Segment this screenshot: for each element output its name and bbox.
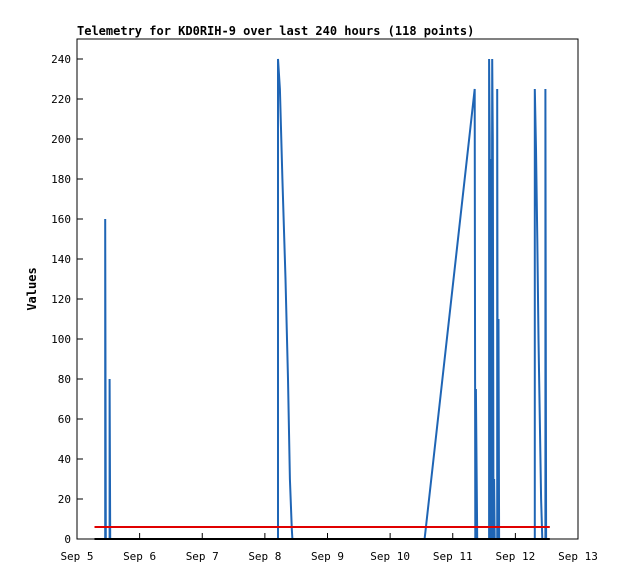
y-tick-label: 240 (51, 53, 71, 66)
y-tick-label: 140 (51, 253, 71, 266)
y-tick-label: 160 (51, 213, 71, 226)
y-tick-label: 180 (51, 173, 71, 186)
x-axis: Sep 5 Sep 6 Sep 7 Sep 8 Sep 9 Sep 10 Sep 11 Sep… (60, 533, 598, 563)
x-tick-label: Sep 13 (558, 550, 598, 563)
series-line-0 (94, 58, 548, 540)
y-tick-label: 100 (51, 333, 71, 346)
y-tick-label: 220 (51, 93, 71, 106)
y-tick-label: 0 (64, 533, 71, 546)
x-tick-label: Sep 6 (123, 550, 156, 563)
y-tick-label: 120 (51, 293, 71, 306)
y-tick-label: 20 (58, 493, 71, 506)
x-tick-label: Sep 11 (433, 550, 473, 563)
plot-area (76, 38, 579, 540)
chart-title: Telemetry for KD0RIH-9 over last 240 hou… (77, 24, 474, 38)
x-tick-label: Sep 12 (496, 550, 536, 563)
y-tick-label: 40 (58, 453, 71, 466)
x-tick-label: Sep 10 (370, 550, 410, 563)
x-tick-label: Sep 9 (311, 550, 344, 563)
y-axis: 0 20 40 60 80 100 120 140 160 180 200 220 240 (51, 53, 83, 546)
x-tick-label: Sep 8 (248, 550, 281, 563)
x-tick-label: Sep 5 (60, 550, 93, 563)
y-tick-label: 80 (58, 373, 71, 386)
y-axis-label: Values (25, 267, 39, 310)
series-layer (94, 58, 550, 540)
x-tick-label: Sep 7 (186, 550, 219, 563)
y-tick-label: 200 (51, 133, 71, 146)
y-tick-label: 60 (58, 413, 71, 426)
